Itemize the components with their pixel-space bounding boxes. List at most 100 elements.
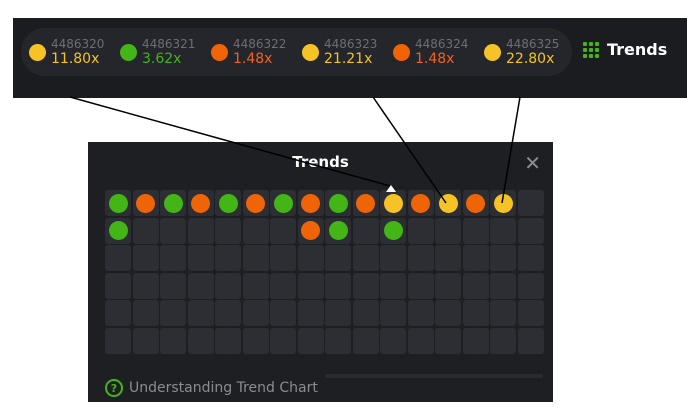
result-circle-orange xyxy=(466,193,485,213)
grid-cell xyxy=(352,190,379,216)
grid-cell xyxy=(325,217,351,244)
grid-cell xyxy=(435,327,461,354)
grid-cell xyxy=(517,245,544,271)
grid-cell xyxy=(160,245,186,271)
result-circle-green xyxy=(163,193,183,213)
grid-cell xyxy=(270,217,296,244)
grid-cell xyxy=(352,272,379,299)
grid-cell xyxy=(187,327,214,354)
grid-cell xyxy=(380,190,406,216)
result-circle-orange xyxy=(356,193,375,213)
trends-modal: Trends ✕ ? Understanding Trend Chart xyxy=(88,142,553,402)
grid-cell xyxy=(325,245,351,271)
grid-cell xyxy=(435,190,461,216)
grid-cell xyxy=(242,190,269,216)
grid-cell xyxy=(187,272,214,299)
trends-button[interactable]: Trends xyxy=(583,40,667,59)
round-id: 4486321 xyxy=(142,37,196,51)
multiplier: 3.62x xyxy=(142,51,182,67)
close-icon[interactable]: ✕ xyxy=(524,151,541,175)
grid-cell xyxy=(242,272,269,299)
grid-cell xyxy=(160,300,186,326)
result-circle-yellow xyxy=(438,193,458,213)
grid-cell xyxy=(462,327,489,354)
grid-cell xyxy=(215,300,241,326)
grid-cell xyxy=(297,245,324,271)
grid-cell xyxy=(517,327,544,354)
grid-cell xyxy=(462,272,489,299)
grid-cell xyxy=(490,272,516,299)
grid-cell xyxy=(490,327,516,354)
grid-cell xyxy=(435,300,461,326)
result-circle-green xyxy=(328,193,348,213)
grid-cell xyxy=(517,272,544,299)
grid-cell xyxy=(325,272,351,299)
grid-cell xyxy=(242,217,269,244)
grid-cell xyxy=(435,245,461,271)
grid-cell xyxy=(297,300,324,326)
history-item[interactable]: 4486320 11.80x xyxy=(25,37,116,67)
grid-cell xyxy=(490,245,516,271)
grid-cell xyxy=(435,217,461,244)
grid-cell xyxy=(380,217,406,244)
grid-cell xyxy=(517,217,544,244)
history-item[interactable]: 4486324 1.48x xyxy=(389,37,480,67)
result-circle-green xyxy=(328,221,348,240)
grid-cell xyxy=(187,217,214,244)
history-item[interactable]: 4486325 22.80x xyxy=(480,37,571,67)
horizontal-scrollbar[interactable] xyxy=(325,374,543,378)
grid-cell xyxy=(215,272,241,299)
result-circle-orange xyxy=(301,221,320,240)
grid-cell xyxy=(380,300,406,326)
grid-cell xyxy=(297,217,324,244)
round-id: 4486325 xyxy=(506,37,560,51)
grid-cell xyxy=(270,245,296,271)
grid-cell xyxy=(187,300,214,326)
grid-cell xyxy=(215,217,241,244)
grid-cell xyxy=(160,327,186,354)
result-dot-icon xyxy=(120,43,137,61)
grid-cell xyxy=(270,272,296,299)
grid-cell xyxy=(160,272,186,299)
multiplier: 22.80x xyxy=(506,51,555,67)
grid-cell xyxy=(270,300,296,326)
grid-cell xyxy=(105,245,131,271)
result-circle-orange xyxy=(136,193,155,213)
grid-cell xyxy=(462,217,489,244)
help-link[interactable]: ? Understanding Trend Chart xyxy=(105,379,318,397)
grid-cell xyxy=(380,272,406,299)
history-item[interactable]: 4486323 21.21x xyxy=(298,37,389,67)
history-item[interactable]: 4486322 1.48x xyxy=(207,37,298,67)
grid-cell xyxy=(187,245,214,271)
result-circle-yellow xyxy=(493,193,513,213)
grid-cell xyxy=(242,327,269,354)
result-dot-icon xyxy=(29,43,46,61)
grid-cell xyxy=(270,327,296,354)
grid-cell xyxy=(380,327,406,354)
grid-cell xyxy=(325,300,351,326)
grid-dots-icon xyxy=(583,41,599,58)
grid-cell xyxy=(490,217,516,244)
history-bar: 4486320 11.80x 4486321 3.62x 4486322 1.4… xyxy=(13,18,687,98)
result-circle-orange xyxy=(301,193,320,213)
multiplier: 1.48x xyxy=(415,51,455,67)
grid-cell xyxy=(352,217,379,244)
grid-cell xyxy=(297,190,324,216)
result-circle-orange xyxy=(411,193,430,213)
grid-cell xyxy=(105,190,131,216)
grid-cell xyxy=(132,300,159,326)
result-dot-icon xyxy=(302,43,319,61)
grid-cell xyxy=(132,327,159,354)
grid-cell xyxy=(517,190,544,216)
grid-cell xyxy=(160,190,186,216)
grid-cell xyxy=(297,327,324,354)
result-dot-icon xyxy=(393,43,410,61)
grid-cell xyxy=(105,300,131,326)
grid-cell xyxy=(462,300,489,326)
grid-cell xyxy=(325,190,351,216)
grid-cell xyxy=(215,190,241,216)
help-link-label: Understanding Trend Chart xyxy=(129,380,318,396)
result-circle-green xyxy=(108,221,128,240)
grid-cell xyxy=(297,272,324,299)
history-item[interactable]: 4486321 3.62x xyxy=(116,37,207,67)
